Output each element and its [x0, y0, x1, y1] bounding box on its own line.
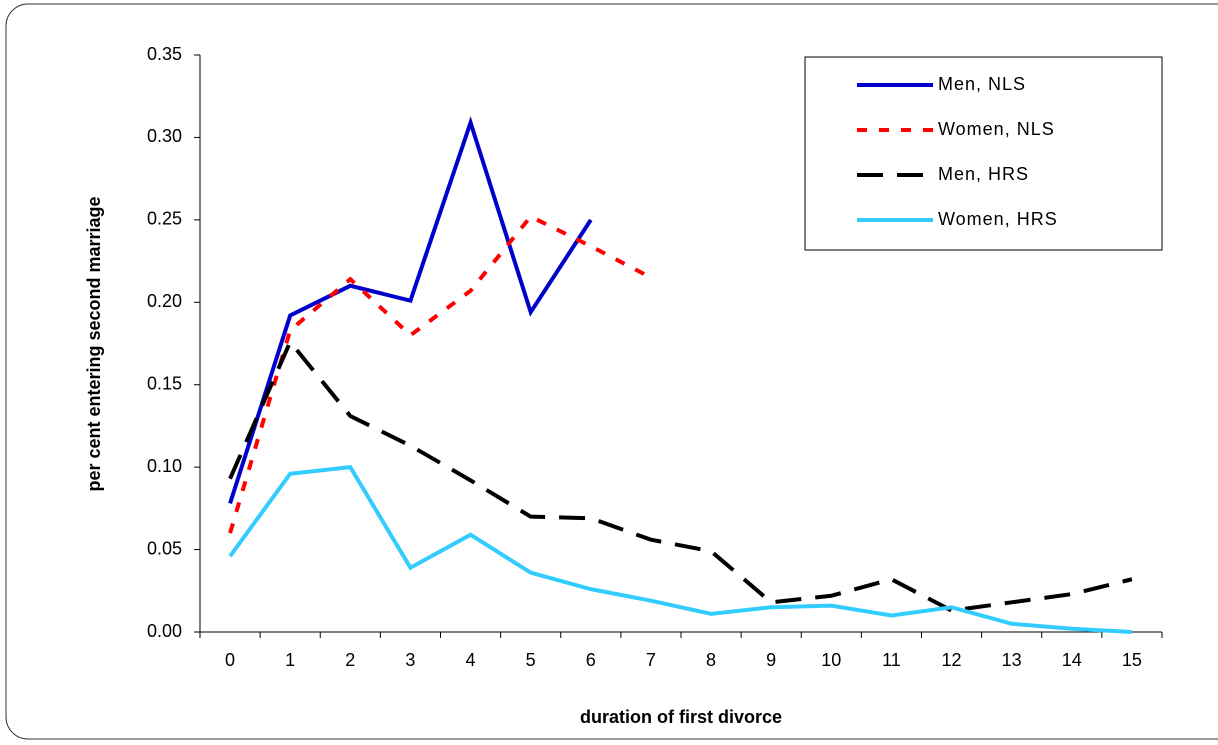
x-tick-label: 8 — [706, 650, 716, 670]
x-tick-label: 6 — [586, 650, 596, 670]
frame — [5, 3, 1218, 740]
series-line — [228, 116, 593, 505]
x-tick-label: 15 — [1122, 650, 1142, 670]
x-tick-label: 5 — [526, 650, 536, 670]
y-tick-label: 0.00 — [147, 621, 182, 641]
x-tick-label: 2 — [345, 650, 355, 670]
legend-label: Women, HRS — [938, 209, 1058, 229]
x-tick-label: 7 — [646, 650, 656, 670]
x-tick-label: 13 — [1002, 650, 1022, 670]
y-tick-label: 0.35 — [147, 44, 182, 64]
x-tick-label: 9 — [766, 650, 776, 670]
x-tick-label: 4 — [466, 650, 476, 670]
legend-label: Men, HRS — [938, 164, 1029, 184]
series-line — [228, 214, 652, 534]
y-tick-label: 0.05 — [147, 538, 182, 558]
x-axis-title: duration of first divorce — [580, 707, 782, 727]
x-tick-label: 1 — [285, 650, 295, 670]
legend-box — [804, 56, 1163, 251]
y-tick-label: 0.15 — [147, 373, 182, 393]
x-tick-label: 0 — [225, 650, 235, 670]
y-axis-title: per cent entering second marriage — [84, 196, 104, 491]
series-line — [228, 338, 1133, 613]
series-line — [228, 465, 1133, 634]
x-tick-label: 12 — [942, 650, 962, 670]
x-tick-label: 14 — [1062, 650, 1082, 670]
y-tick-label: 0.20 — [147, 291, 182, 311]
x-tick-label: 3 — [405, 650, 415, 670]
y-tick-label: 0.25 — [147, 209, 182, 229]
legend-label: Women, NLS — [938, 119, 1055, 139]
x-tick-label: 10 — [821, 650, 841, 670]
y-tick-label: 0.30 — [147, 126, 182, 146]
y-tick-label: 0.10 — [147, 456, 182, 476]
legend-label: Men, NLS — [938, 74, 1026, 94]
x-tick-label: 11 — [882, 650, 901, 670]
